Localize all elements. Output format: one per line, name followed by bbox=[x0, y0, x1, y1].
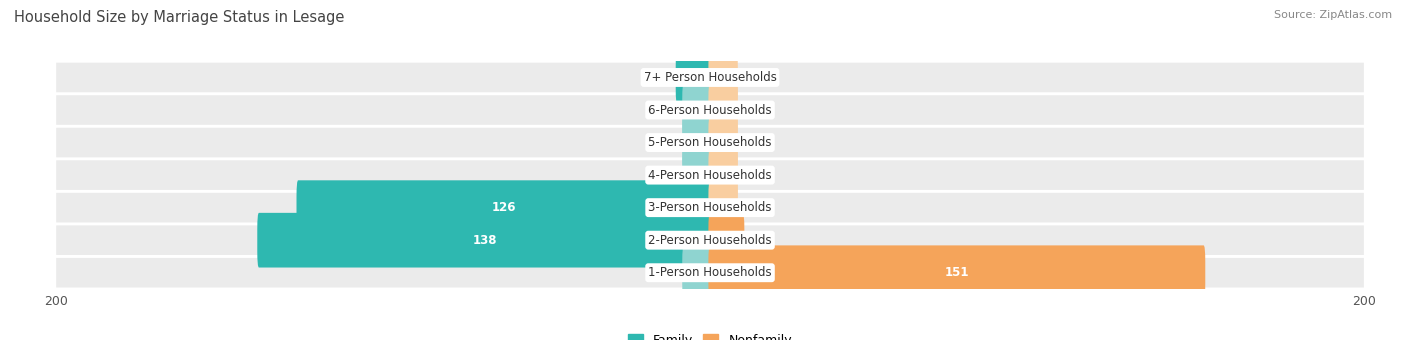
Text: 0: 0 bbox=[747, 136, 754, 149]
FancyBboxPatch shape bbox=[682, 83, 711, 137]
FancyBboxPatch shape bbox=[709, 83, 738, 137]
Text: 0: 0 bbox=[747, 169, 754, 182]
FancyBboxPatch shape bbox=[709, 50, 738, 105]
FancyBboxPatch shape bbox=[56, 193, 1364, 222]
FancyBboxPatch shape bbox=[682, 148, 711, 202]
Text: 151: 151 bbox=[945, 266, 969, 279]
Text: 3-Person Households: 3-Person Households bbox=[648, 201, 772, 214]
Text: 0: 0 bbox=[666, 103, 673, 117]
Text: 6-Person Households: 6-Person Households bbox=[648, 103, 772, 117]
FancyBboxPatch shape bbox=[682, 115, 711, 170]
FancyBboxPatch shape bbox=[56, 258, 1364, 288]
Text: 138: 138 bbox=[472, 234, 496, 247]
Text: Household Size by Marriage Status in Lesage: Household Size by Marriage Status in Les… bbox=[14, 10, 344, 25]
Text: 0: 0 bbox=[747, 201, 754, 214]
Text: 126: 126 bbox=[492, 201, 516, 214]
FancyBboxPatch shape bbox=[56, 225, 1364, 255]
FancyBboxPatch shape bbox=[676, 50, 711, 105]
Text: 0: 0 bbox=[747, 71, 754, 84]
Text: 7+ Person Households: 7+ Person Households bbox=[644, 71, 776, 84]
FancyBboxPatch shape bbox=[709, 148, 738, 202]
FancyBboxPatch shape bbox=[709, 115, 738, 170]
FancyBboxPatch shape bbox=[56, 63, 1364, 92]
Text: 1-Person Households: 1-Person Households bbox=[648, 266, 772, 279]
FancyBboxPatch shape bbox=[682, 245, 711, 300]
Text: Source: ZipAtlas.com: Source: ZipAtlas.com bbox=[1274, 10, 1392, 20]
FancyBboxPatch shape bbox=[56, 128, 1364, 157]
Text: 4-Person Households: 4-Person Households bbox=[648, 169, 772, 182]
FancyBboxPatch shape bbox=[709, 245, 1205, 300]
FancyBboxPatch shape bbox=[709, 213, 744, 268]
Text: 0: 0 bbox=[666, 136, 673, 149]
FancyBboxPatch shape bbox=[709, 180, 738, 235]
FancyBboxPatch shape bbox=[257, 213, 711, 268]
Text: 0: 0 bbox=[747, 103, 754, 117]
Text: 5-Person Households: 5-Person Households bbox=[648, 136, 772, 149]
Text: 0: 0 bbox=[666, 266, 673, 279]
Text: 0: 0 bbox=[666, 169, 673, 182]
Text: 10: 10 bbox=[752, 234, 768, 247]
FancyBboxPatch shape bbox=[56, 160, 1364, 190]
FancyBboxPatch shape bbox=[56, 95, 1364, 125]
Text: 10: 10 bbox=[652, 71, 668, 84]
FancyBboxPatch shape bbox=[297, 180, 711, 235]
Legend: Family, Nonfamily: Family, Nonfamily bbox=[628, 334, 792, 340]
Text: 2-Person Households: 2-Person Households bbox=[648, 234, 772, 247]
